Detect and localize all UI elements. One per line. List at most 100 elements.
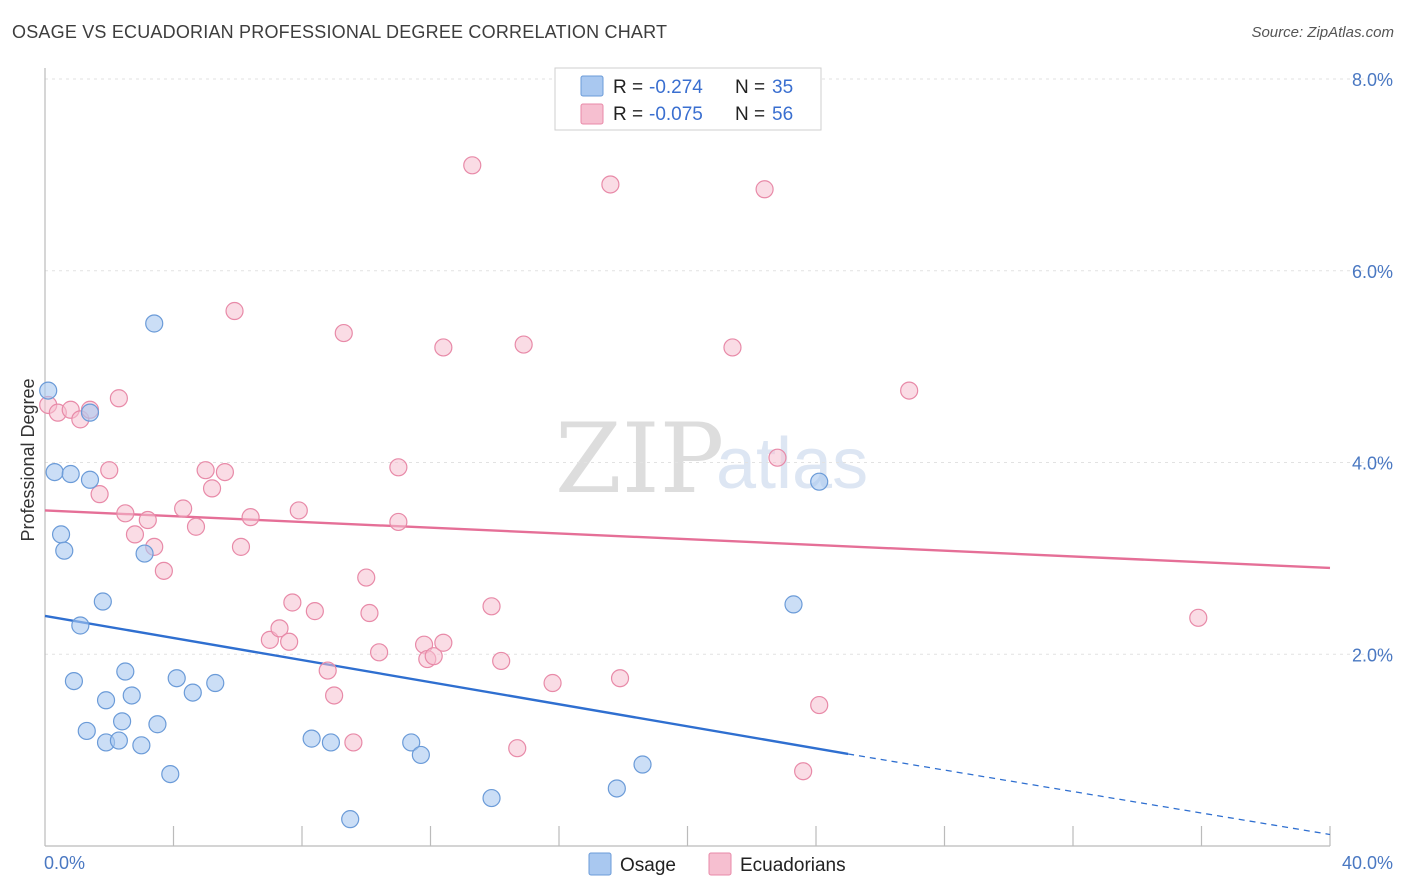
ecuadorian-point: [610, 669, 630, 688]
osage-point: [80, 470, 100, 489]
osage-point: [51, 525, 71, 544]
axes: [44, 68, 1331, 847]
osage-point: [206, 673, 225, 693]
x-tick-label: 40.0%: [1342, 853, 1393, 873]
osage-point: [109, 731, 128, 750]
osage-point: [96, 691, 116, 710]
ecuadorian-point: [305, 602, 324, 621]
ecuadorian-point: [100, 461, 119, 480]
y-tick-label: 6.0%: [1352, 262, 1393, 282]
osage-point: [148, 715, 167, 734]
ecuadorian-point: [601, 175, 620, 194]
osage-point: [64, 671, 84, 691]
osage-point: [183, 683, 202, 702]
osage-point: [39, 381, 58, 400]
osage-point: [132, 736, 151, 755]
ecuadorian-point: [1189, 608, 1208, 627]
ecuadorian-point: [389, 512, 408, 532]
ecuadorian-point: [370, 643, 389, 662]
ecuadorian-series-swatch: [708, 852, 732, 876]
ecuadorian-point: [360, 603, 379, 623]
ecuadorian-point: [325, 686, 344, 705]
osage-point: [116, 662, 135, 681]
ecuadorian-point: [280, 632, 299, 651]
ecuadorian-point: [334, 323, 353, 343]
ecuadorian-point: [434, 338, 453, 357]
ecuadorian-legend-swatch: [580, 103, 604, 125]
ecuadorian-point: [196, 461, 215, 480]
series-legend: Osage Ecuadorians: [588, 852, 846, 876]
osage-point: [71, 616, 90, 635]
osage-point: [810, 472, 829, 491]
ecuadorian-point: [482, 597, 501, 616]
ecuadorian-point: [492, 651, 511, 671]
trend-lines: [44, 509, 1331, 836]
osage-point: [482, 788, 501, 808]
osage-r-value: -0.274: [649, 77, 703, 98]
ecuadorian-point: [768, 448, 787, 467]
osage-r-label: R =: [613, 77, 643, 98]
source-label: Source: ZipAtlas.com: [1251, 24, 1394, 41]
ecuadorian-point: [270, 619, 289, 638]
osage-point: [55, 541, 74, 560]
osage-point: [161, 764, 180, 784]
ecuadorian-point: [116, 504, 135, 523]
osage-trend-line: [44, 614, 849, 756]
osage-point: [167, 669, 186, 688]
osage-point: [61, 464, 80, 484]
ecuadorian-r-value: -0.075: [649, 104, 703, 125]
ecuadorian-point: [215, 462, 234, 482]
ecuadorian-point: [463, 156, 482, 175]
ecuadorian-point: [389, 458, 408, 477]
y-tick-label: 8.0%: [1352, 70, 1393, 90]
osage-point: [784, 595, 803, 614]
osage-point: [145, 314, 164, 333]
y-tick-labels: 2.0% 4.0% 6.0% 8.0%: [1352, 70, 1393, 665]
ecuadorian-point: [231, 537, 251, 556]
osage-trend-extension: [848, 753, 1331, 836]
y-tick-label: 2.0%: [1352, 645, 1393, 665]
osage-point: [93, 592, 112, 611]
ecuadorian-point: [810, 695, 829, 715]
ecuadorian-point: [318, 661, 337, 680]
x-tick-labels: 0.0% 40.0%: [44, 853, 1393, 873]
stats-legend: R = -0.274 N = 35 R = -0.075 N = 56: [554, 67, 822, 131]
osage-point: [341, 810, 360, 829]
osage-series-swatch: [588, 852, 612, 876]
ecuadorian-point: [344, 733, 363, 752]
ecuadorian-point: [202, 479, 222, 498]
ecuadorian-point: [514, 335, 533, 354]
ecuadorian-point: [794, 762, 813, 781]
osage-point: [411, 745, 430, 765]
watermark-atlas: atlas: [716, 424, 868, 504]
ecuadorian-point: [241, 508, 260, 527]
osage-point: [633, 755, 652, 774]
osage-point: [112, 712, 132, 731]
chart-title: OSAGE VS ECUADORIAN PROFESSIONAL DEGREE …: [12, 22, 668, 42]
ecuadorian-r-label: R =: [613, 104, 643, 125]
ecuadorian-point: [357, 568, 376, 587]
osage-n-label: N =: [735, 77, 765, 98]
ecuadorian-point: [174, 499, 193, 518]
watermark-zip: ZIP: [555, 403, 724, 515]
ecuadorian-point: [900, 381, 919, 400]
x-tick-label: 0.0%: [44, 853, 85, 873]
osage-point: [135, 544, 154, 563]
osage-series-label: Osage: [620, 855, 676, 876]
ecuadorian-point: [125, 525, 145, 544]
osage-points: [39, 314, 829, 829]
y-tick-label: 4.0%: [1352, 454, 1393, 474]
osage-point: [80, 403, 100, 422]
ecuadorian-point: [508, 739, 527, 758]
osage-point: [321, 733, 341, 752]
ecuadorian-point: [225, 301, 244, 321]
osage-point: [607, 779, 626, 798]
ecuadorian-point: [424, 647, 443, 666]
ecuadorian-series-label: Ecuadorians: [740, 855, 846, 876]
ecuadorian-n-value: 56: [772, 104, 793, 125]
ecuadorian-point: [289, 501, 308, 520]
ecuadorian-n-label: N =: [735, 104, 765, 125]
ecuadorian-point: [109, 389, 128, 408]
ecuadorian-point: [154, 561, 173, 580]
